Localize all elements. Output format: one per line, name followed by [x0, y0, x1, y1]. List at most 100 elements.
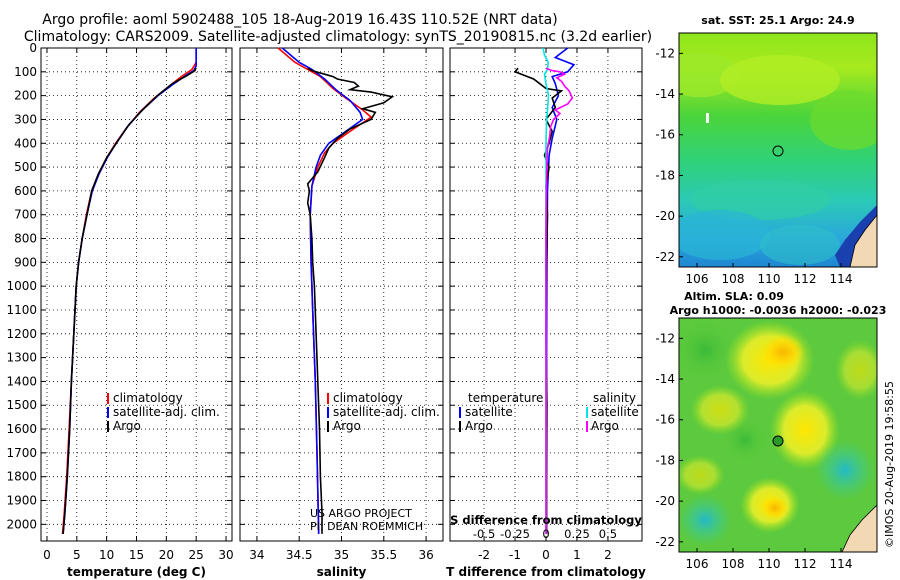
x-tick-label: 30	[218, 548, 233, 562]
y-tick-label: 1300	[6, 351, 37, 365]
imos-timestamp: ©IMOS 20-Aug-2019 19:58:55	[883, 381, 896, 548]
map-x-tick-label: 110	[758, 557, 781, 571]
map-x-tick-label: 106	[686, 272, 709, 286]
x-tick-label: 0	[43, 548, 51, 562]
x-tick-label: 36	[418, 548, 433, 562]
y-tick-label: 600	[14, 184, 37, 198]
legend-swatch	[327, 393, 329, 404]
x-tick-label: -1	[509, 548, 521, 562]
y-tick-label: 1000	[6, 279, 37, 293]
map-y-tick-label: -20	[655, 209, 675, 223]
legend-swatch	[586, 407, 588, 418]
x-tick-label: 20	[159, 548, 174, 562]
map-x-tick-label: 114	[830, 557, 853, 571]
x-tick-label: 34.5	[286, 548, 313, 562]
x-tick-label: 5	[73, 548, 81, 562]
sla-float-marker	[772, 435, 784, 447]
series-line-s-argo	[545, 67, 574, 534]
legend-label: climatology	[333, 391, 403, 405]
x-tick-label: 35.5	[370, 548, 397, 562]
legend-label: Argo	[465, 419, 493, 433]
y-tick-label: 1700	[6, 446, 37, 460]
legend-label: satellite-adj. clim.	[333, 405, 440, 419]
map-x-tick-label: 106	[686, 557, 709, 571]
sla-map-title: Altim. SLA: 0.09	[684, 290, 784, 303]
x-tick-label: 10	[99, 548, 114, 562]
legend-swatch	[327, 407, 329, 418]
temperature-profile-panel: 0 5 10 15 20 25 300100200300400500600700800900…	[6, 41, 233, 579]
map-x-tick-label: 108	[722, 272, 745, 286]
legend-label: Argo	[591, 419, 619, 433]
x-tick-label: 1	[573, 548, 581, 562]
y-tick-label: 200	[14, 89, 37, 103]
y-tick-label: 0	[29, 41, 37, 55]
legend-label: Argo	[333, 419, 361, 433]
series-line-climatology	[61, 48, 197, 534]
plot-frame	[40, 47, 233, 542]
y-tick-label: 500	[14, 160, 37, 174]
map-y-tick-label: -18	[655, 453, 675, 467]
map-x-tick-label: 112	[794, 557, 817, 571]
x-axis-label: temperature (deg C)	[67, 565, 206, 579]
s-axis-label: S difference from climatology	[450, 513, 642, 527]
x-tick-label: 0	[542, 548, 550, 562]
x-axis-label: T difference from climatology	[446, 565, 646, 579]
legend-swatch	[327, 421, 329, 432]
legend-label: Argo	[113, 419, 141, 433]
legend-label: climatology	[113, 391, 183, 405]
map-y-tick-label: -12	[655, 46, 675, 60]
plot-frame	[239, 47, 444, 542]
difference-profile-panel: -2 -1 0 1 2 T difference from climatology temp…	[446, 47, 646, 579]
y-tick-label: 2000	[6, 517, 37, 531]
x-tick-label: 34	[249, 548, 264, 562]
legend-swatch	[107, 421, 109, 432]
x-tick-label: 35	[334, 548, 349, 562]
legend-swatch	[459, 421, 461, 432]
y-tick-label: 1600	[6, 422, 37, 436]
map-y-tick-label: -16	[655, 413, 675, 427]
series-line-argo	[62, 68, 197, 534]
sla-heatmap	[679, 318, 877, 552]
y-tick-label: 1900	[6, 494, 37, 508]
y-tick-label: 1800	[6, 470, 37, 484]
series-line-satellite-adj-clim-	[281, 47, 364, 534]
legend-swatch	[586, 421, 588, 432]
sst-map-axes: 106 108 110 112 114 -12 -14 -16 -18 -20 -22	[655, 46, 852, 286]
y-tick-label: 700	[14, 208, 37, 222]
pi-credit: PI: DEAN ROEMMICH	[310, 520, 423, 533]
series-line-climatology	[277, 47, 373, 534]
s-tick-label: 0.25	[564, 527, 590, 541]
map-x-tick-label: 112	[794, 272, 817, 286]
sst-float-marker	[772, 145, 784, 157]
map-y-tick-label: -18	[655, 168, 675, 182]
s-tick-label: -0.25	[500, 527, 530, 541]
legend-label: satellite	[591, 405, 639, 419]
figure-title-line2: Climatology: CARS2009. Satellite-adjuste…	[24, 29, 652, 45]
map-y-tick-label: -14	[655, 87, 675, 101]
map-y-tick-label: -16	[655, 128, 675, 142]
y-tick-label: 300	[14, 112, 37, 126]
series-line-satellite-adj-clim-	[62, 48, 197, 534]
s-tick-label: -0.5	[473, 527, 495, 541]
y-tick-label: 900	[14, 255, 37, 269]
x-tick-label: 25	[189, 548, 204, 562]
legend-label: satellite-adj. clim.	[113, 405, 220, 419]
legend-swatch	[107, 407, 109, 418]
legend-header-salinity: salinity	[593, 391, 636, 405]
map-x-tick-label: 110	[758, 272, 781, 286]
series-line-t-satellite	[545, 47, 576, 534]
sla-map-axes: 106 108 110 112 114 -12 -14 -16 -18 -20 -22	[655, 331, 852, 571]
sst-heatmap	[679, 33, 877, 267]
series-line-argo	[306, 67, 395, 534]
map-x-tick-label: 108	[722, 557, 745, 571]
sst-map-title: sat. SST: 25.1 Argo: 24.9	[701, 14, 854, 27]
y-tick-label: 1400	[6, 374, 37, 388]
map-y-tick-label: -22	[655, 250, 675, 264]
x-tick-label: 2	[604, 548, 612, 562]
y-tick-label: 1500	[6, 398, 37, 412]
s-tick-label: 0.5	[599, 527, 617, 541]
sla-map-subtitle: Argo h1000: -0.0036 h2000: -0.023	[670, 304, 887, 317]
legend-swatch	[107, 393, 109, 404]
map-x-tick-label: 114	[830, 272, 853, 286]
